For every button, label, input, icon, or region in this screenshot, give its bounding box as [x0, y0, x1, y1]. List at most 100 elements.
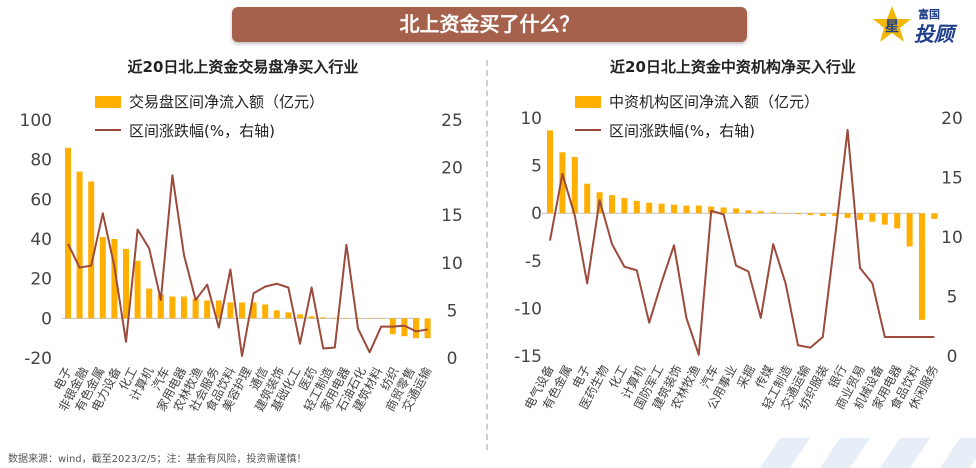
bar — [795, 213, 801, 215]
y-tick-right: 5 — [447, 301, 458, 321]
y-tick-right: 0 — [947, 347, 958, 367]
y-tick-left: -20 — [24, 349, 52, 369]
bar — [273, 310, 280, 319]
bar — [239, 302, 245, 319]
bar — [658, 203, 665, 214]
bar — [215, 300, 222, 319]
decorative-stripes — [760, 438, 976, 468]
y-tick-right: 15 — [441, 206, 463, 226]
bar — [770, 212, 777, 214]
bar — [262, 304, 269, 319]
y-tick-left: 40 — [30, 230, 52, 250]
chart-title: 近20日北上资金中资机构净买入行业 — [610, 58, 856, 76]
bar — [297, 314, 303, 319]
y-tick-right: 5 — [947, 288, 958, 308]
bar — [76, 171, 83, 319]
chart-title: 近20日北上资金交易盘净买入行业 — [128, 58, 359, 76]
bar — [111, 239, 118, 319]
y-tick-left: 5 — [531, 157, 542, 177]
bar — [782, 213, 789, 214]
panel-divider — [486, 60, 488, 450]
y-tick-left: 10 — [520, 109, 542, 129]
bar — [169, 296, 176, 319]
chart-panel-left: 近20日北上资金交易盘净买入行业 交易盘区间净流入额（亿元） 区间涨跌幅(%，右轴)… — [0, 50, 486, 450]
y-tick-left: 100 — [20, 111, 52, 131]
bar — [547, 130, 553, 214]
bar — [204, 300, 211, 319]
bar — [285, 312, 292, 319]
bar — [571, 157, 578, 214]
legend-label-bars: 中资机构区间净流入额（亿元） — [609, 93, 819, 111]
series-line — [549, 128, 935, 356]
y-tick-left: 80 — [30, 151, 52, 171]
bar — [807, 213, 814, 216]
bar — [931, 213, 938, 219]
page-title: 北上资金买了什么？ — [399, 12, 580, 36]
bar — [832, 213, 839, 217]
bar — [320, 317, 327, 319]
y-tick-right: 25 — [441, 111, 463, 131]
y-tick-left: 60 — [30, 190, 52, 210]
bar — [757, 211, 764, 214]
bar — [343, 318, 350, 319]
data-source-note: 数据来源：wind，截至2023/2/5；注：基金有风险，投资需谨慎！ — [8, 454, 307, 465]
legend-swatch-bars — [95, 96, 121, 108]
bar — [192, 298, 199, 319]
bar — [378, 318, 385, 319]
bar — [881, 213, 888, 225]
star-icon: 星 — [873, 6, 911, 42]
bar — [745, 210, 752, 214]
y-tick-right: 20 — [941, 109, 963, 129]
logo-line1: 富国 — [918, 8, 940, 21]
bar — [331, 317, 338, 319]
logo-line2: 投顾 — [914, 22, 954, 46]
bar — [157, 294, 164, 319]
bar — [733, 208, 739, 214]
bar — [844, 213, 851, 218]
bar — [906, 213, 913, 247]
bar — [609, 195, 615, 214]
legend-swatch-bars — [575, 96, 601, 108]
bar — [88, 181, 95, 319]
bar — [695, 205, 702, 214]
y-tick-left: 20 — [30, 270, 52, 290]
brand-logo: 星 富国 投顾 — [872, 4, 972, 48]
bar — [683, 205, 690, 214]
page-title-banner: 北上资金买了什么？ — [232, 7, 747, 42]
legend-label-bars: 交易盘区间净流入额（亿元） — [129, 93, 324, 111]
bar — [413, 318, 419, 339]
chart-panel-right: 近20日北上资金中资机构净买入行业 中资机构区间净流入额（亿元） 区间涨跌幅(%，右… — [490, 50, 976, 450]
bar — [671, 204, 677, 214]
y-tick-right: 0 — [447, 349, 458, 369]
y-tick-right: 20 — [441, 159, 463, 179]
bar — [621, 197, 628, 214]
y-tick-right: 15 — [941, 169, 963, 189]
bar — [181, 296, 187, 319]
bar — [401, 318, 408, 337]
y-tick-right: 10 — [941, 228, 963, 248]
bar — [633, 200, 640, 214]
bar — [134, 260, 141, 319]
y-tick-left: -10 — [514, 299, 542, 319]
bar — [869, 213, 876, 222]
bar — [123, 248, 129, 319]
y-tick-left: -15 — [514, 347, 542, 367]
y-tick-left: 0 — [41, 309, 52, 329]
bar — [646, 202, 653, 214]
bar — [65, 147, 71, 319]
bar — [355, 318, 361, 319]
bar — [99, 237, 106, 319]
bar — [894, 213, 901, 229]
bar — [308, 316, 315, 319]
bar — [146, 288, 153, 319]
bar — [819, 213, 826, 217]
legend-label-line: 区间涨跌幅(%，右轴) — [129, 122, 275, 140]
bar — [720, 207, 727, 214]
bar — [250, 302, 257, 319]
series-line — [67, 174, 428, 358]
bar — [584, 183, 591, 214]
bar — [366, 318, 373, 319]
logo-mark: 星 — [885, 19, 899, 35]
